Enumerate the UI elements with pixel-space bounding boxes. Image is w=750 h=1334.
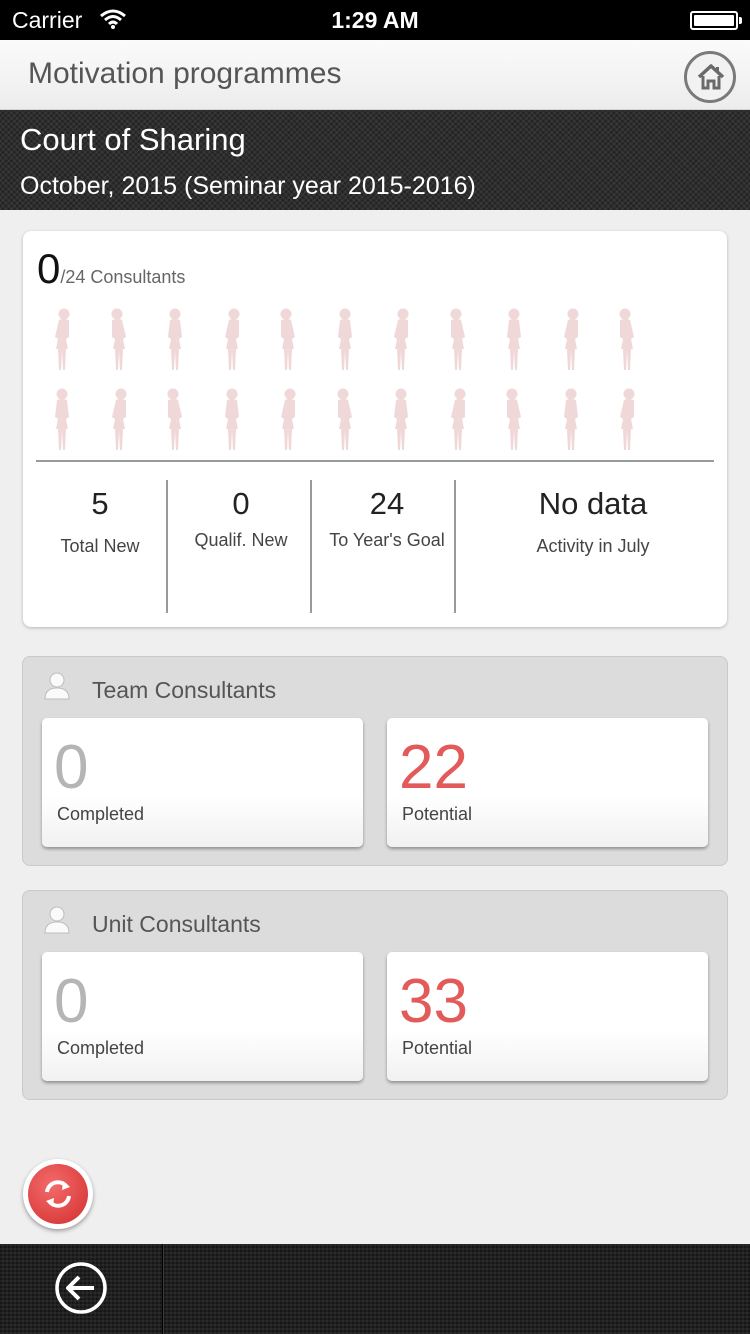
completed-tile[interactable]: 0 Completed (42, 952, 363, 1081)
consultant-figure-icon (273, 387, 303, 453)
refresh-icon (45, 1180, 71, 1208)
status-bar: Carrier 1:29 AM (0, 0, 750, 40)
program-period: October, 2015 (Seminar year 2015-2016) (20, 172, 476, 200)
consultant-figure-icon (443, 307, 473, 373)
consultant-figure-icon (499, 387, 529, 453)
consultant-figure-icon (612, 387, 642, 453)
nav-bar: Motivation programmes (0, 40, 750, 110)
potential-label: Potential (402, 1038, 473, 1058)
consultant-figure-icon (160, 387, 190, 453)
consultant-figure-icon (47, 387, 77, 453)
wifi-icon (100, 8, 126, 30)
group-title: Team Consultants (92, 677, 277, 703)
refresh-button-face (28, 1164, 88, 1224)
stat-value: 24 (369, 486, 405, 521)
page-title: Motivation programmes (28, 57, 342, 90)
potential-tile[interactable]: 33 Potential (387, 952, 708, 1081)
stat-total-new: 5 Total New (45, 486, 155, 557)
unit-consultants-card: Unit Consultants 0 Completed 33 Potentia… (22, 890, 728, 1100)
consultant-figure-icon (273, 307, 303, 373)
consultant-figure-icon (160, 307, 190, 373)
bottom-toolbar (0, 1244, 750, 1334)
total-consultants-label: /24 Consultants (60, 267, 186, 287)
stat-label: To Year's Goal (329, 530, 445, 550)
consultant-figure-icon (499, 307, 529, 373)
completed-tile[interactable]: 0 Completed (42, 718, 363, 847)
carrier-label: Carrier (12, 7, 83, 33)
home-icon (697, 64, 725, 90)
potential-value: 33 (399, 967, 468, 1036)
divider (36, 460, 714, 462)
program-header: Court of Sharing October, 2015 (Seminar … (0, 110, 750, 210)
stat-label: Qualif. New (194, 530, 288, 550)
program-title: Court of Sharing (20, 122, 246, 157)
consultant-figure-icon (217, 387, 247, 453)
stat-value: No data (538, 486, 648, 521)
consultant-figure-icon (386, 387, 416, 453)
team-consultants-card: Team Consultants 0 Completed 22 Potentia… (22, 656, 728, 866)
potential-label: Potential (402, 804, 473, 824)
consultant-figure-icon (330, 307, 360, 373)
achieved-count: 0 (37, 245, 61, 292)
divider (310, 480, 312, 613)
stat-year-goal: 24 To Year's Goal (327, 486, 447, 551)
clock: 1:29 AM (331, 7, 419, 33)
home-button[interactable] (684, 51, 736, 103)
stat-label: Total New (60, 536, 140, 556)
group-title: Unit Consultants (92, 911, 261, 937)
consultant-count: 0/24 Consultants (37, 245, 185, 293)
stat-qualif-new: 0 Qualif. New (186, 486, 296, 551)
consultant-figure-icon (386, 307, 416, 373)
refresh-button[interactable] (23, 1159, 93, 1229)
divider (454, 480, 456, 613)
stat-label: Activity in July (536, 536, 650, 556)
consultant-figure-icon (556, 387, 586, 453)
summary-card: 0/24 Consultants 5 Total New 0 Qualif. N… (23, 231, 727, 627)
stat-value: 0 (232, 486, 250, 521)
consultant-figure-icon (104, 387, 134, 453)
stat-value: 5 (91, 486, 109, 521)
consultant-figure-icon (330, 387, 360, 453)
consultant-figure-icon (556, 307, 586, 373)
consultant-figure-icon (104, 307, 134, 373)
consultant-figure-icon (443, 387, 473, 453)
completed-label: Completed (57, 1038, 145, 1058)
completed-label: Completed (57, 804, 145, 824)
completed-value: 0 (54, 967, 89, 1036)
stat-activity: No data Activity in July (483, 486, 703, 557)
completed-value: 0 (54, 733, 89, 802)
person-icon (44, 906, 70, 934)
divider (166, 480, 168, 613)
consultant-figure-icon (217, 307, 247, 373)
consultant-figures (37, 305, 713, 455)
consultant-figure-icon (612, 307, 642, 373)
back-arrow-icon[interactable] (54, 1261, 108, 1315)
potential-value: 22 (399, 733, 468, 802)
battery-icon (690, 11, 742, 30)
person-icon (44, 672, 70, 700)
potential-tile[interactable]: 22 Potential (387, 718, 708, 847)
consultant-figure-icon (47, 307, 77, 373)
toolbar-separator (162, 1244, 164, 1334)
